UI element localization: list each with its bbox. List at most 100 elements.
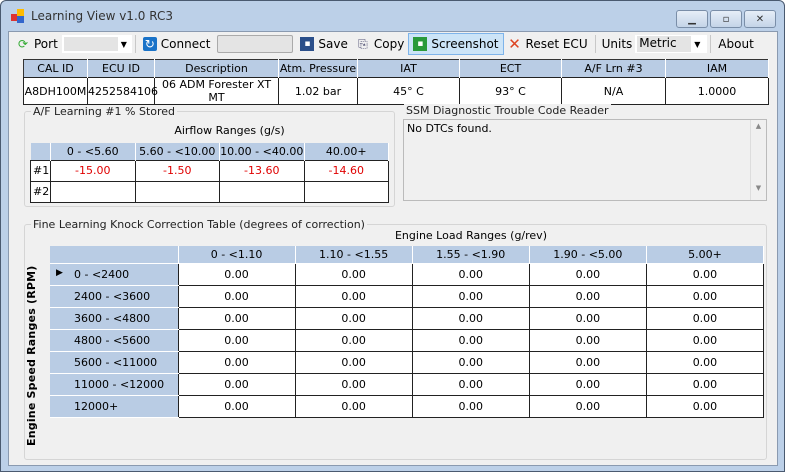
knock-cell[interactable]: 0.00 [294, 284, 413, 308]
knock-cell[interactable]: 0.00 [177, 306, 296, 330]
knock-col-header: 1.55 - <1.90 [412, 246, 530, 264]
info-cell: 06 ADM Forester XT MT [154, 77, 279, 105]
af-cell[interactable]: -1.50 [134, 159, 220, 182]
save-button[interactable]: ▪ Save [296, 33, 351, 55]
units-label: Units [601, 37, 633, 51]
knock-row-header[interactable]: 3600 - <4800 [50, 307, 178, 330]
knock-cell[interactable]: 0.00 [294, 372, 413, 396]
knock-cell[interactable]: 0.00 [294, 328, 413, 352]
knock-cell[interactable]: 0.00 [294, 350, 413, 374]
knock-row-header[interactable]: 11000 - <12000 [50, 373, 178, 396]
reset-ecu-button[interactable]: ✕ Reset ECU [504, 33, 592, 55]
af-cell[interactable] [219, 180, 305, 203]
knock-table: 0 - <1.10 1.10 - <1.55 1.55 - <1.90 1.90 - … [50, 246, 765, 418]
chevron-down-icon: ▼ [120, 39, 127, 49]
knock-cell[interactable]: 0.00 [177, 372, 296, 396]
close-button[interactable]: ✕ [744, 10, 776, 28]
minimize-button[interactable]: ▁ [676, 10, 708, 28]
copy-label: Copy [373, 37, 405, 51]
knock-row-header[interactable]: 4800 - <5600 [50, 329, 178, 352]
knock-col-header: 1.10 - <1.55 [295, 246, 413, 264]
port-label: Port [34, 37, 58, 51]
knock-cell[interactable]: 0.00 [645, 372, 765, 396]
port-select[interactable]: ▼ [61, 35, 132, 53]
engine-speed-label: Engine Speed Ranges (RPM) [25, 265, 38, 446]
af-col-header: 0 - <5.60 [50, 143, 136, 160]
knock-cell[interactable]: 0.00 [177, 284, 296, 308]
reset-label: Reset ECU [525, 37, 588, 51]
knock-row: 11000 - <12000 0.00 0.00 0.00 0.00 0.00 [50, 372, 765, 396]
knock-row: ▶ 0 - <2400 0.00 0.00 0.00 0.00 0.00 [50, 262, 765, 286]
knock-row-header[interactable]: 12000+ [50, 395, 178, 418]
info-header: CAL ID [23, 59, 88, 78]
info-cell: 4252584106 [87, 77, 158, 105]
knock-cell[interactable]: 0.00 [177, 262, 296, 286]
knock-row-label: 5600 - <11000 [74, 355, 158, 369]
af-cell[interactable]: -14.60 [303, 159, 389, 182]
knock-col-header: 1.90 - <5.00 [529, 246, 647, 264]
about-button[interactable]: About [714, 33, 757, 55]
port-button[interactable]: ⟳ Port [12, 33, 62, 55]
knock-cell[interactable]: 0.00 [294, 394, 413, 418]
maximize-button[interactable]: ▫ [710, 10, 742, 28]
about-label: About [718, 37, 754, 51]
knock-cell[interactable]: 0.00 [528, 328, 647, 352]
save-label: Save [318, 37, 348, 51]
knock-cell[interactable]: 0.00 [177, 350, 296, 374]
knock-cell[interactable]: 0.00 [528, 350, 647, 374]
knock-cell[interactable]: 0.00 [411, 328, 530, 352]
knock-cell[interactable]: 0.00 [645, 328, 765, 352]
af-cell[interactable] [303, 180, 389, 203]
dtc-text: No DTCs found. [407, 122, 492, 135]
knock-cell[interactable]: 0.00 [528, 284, 647, 308]
knock-cell[interactable]: 0.00 [294, 306, 413, 330]
knock-cell[interactable]: 0.00 [411, 262, 530, 286]
knock-cell[interactable]: 0.00 [411, 306, 530, 330]
knock-col-header: 5.00+ [646, 246, 765, 264]
copy-button[interactable]: ⎘ Copy [352, 33, 408, 55]
knock-row-header[interactable]: 2400 - <3600 [50, 285, 178, 308]
screenshot-button[interactable]: ▪ Screenshot [408, 33, 504, 55]
knock-cell[interactable]: 0.00 [528, 394, 647, 418]
units-select[interactable]: Metric ▼ [635, 35, 708, 53]
knock-cell[interactable]: 0.00 [411, 394, 530, 418]
info-header: IAM [665, 59, 769, 78]
knock-cell[interactable]: 0.00 [528, 262, 647, 286]
knock-cell[interactable]: 0.00 [528, 306, 647, 330]
knock-cell[interactable]: 0.00 [177, 394, 296, 418]
knock-row-header[interactable]: ▶ 0 - <2400 [50, 263, 178, 286]
info-header: ECU ID [87, 59, 155, 78]
current-row-arrow-icon: ▶ [56, 267, 63, 278]
knock-row: 5600 - <11000 0.00 0.00 0.00 0.00 0.00 [50, 350, 765, 374]
separator [710, 35, 712, 53]
knock-cell[interactable]: 0.00 [294, 262, 413, 286]
af-cell[interactable] [50, 180, 136, 203]
dtc-title: SSM Diagnostic Trouble Code Reader [404, 104, 611, 117]
af-cell[interactable] [134, 180, 220, 203]
af-cell[interactable]: -13.60 [219, 159, 305, 182]
dtc-textbox[interactable]: No DTCs found. ▲ ▼ [403, 119, 767, 201]
knock-cell[interactable]: 0.00 [645, 284, 765, 308]
knock-row-label: 3600 - <4800 [74, 311, 151, 325]
info-cell: 45° C [357, 77, 460, 105]
connect-label: Connect [160, 37, 211, 51]
screenshot-label: Screenshot [431, 37, 499, 51]
knock-cell[interactable]: 0.00 [411, 372, 530, 396]
knock-row-label: 4800 - <5600 [74, 333, 151, 347]
knock-cell[interactable]: 0.00 [645, 350, 765, 374]
knock-cell[interactable]: 0.00 [645, 306, 765, 330]
dtc-scrollbar[interactable]: ▲ ▼ [750, 120, 766, 200]
connect-button[interactable]: ↻ Connect [139, 33, 215, 55]
knock-cell[interactable]: 0.00 [411, 284, 530, 308]
knock-cell[interactable]: 0.00 [411, 350, 530, 374]
knock-cell[interactable]: 0.00 [528, 372, 647, 396]
knock-cell[interactable]: 0.00 [645, 394, 765, 418]
info-cell: N/A [561, 77, 666, 105]
knock-cell[interactable]: 0.00 [177, 328, 296, 352]
af-cell[interactable]: -15.00 [50, 159, 136, 182]
knock-row-header[interactable]: 5600 - <11000 [50, 351, 178, 374]
info-header: Description [154, 59, 279, 78]
corner-header [50, 246, 179, 264]
knock-cell[interactable]: 0.00 [645, 262, 765, 286]
save-icon: ▪ [300, 37, 315, 51]
